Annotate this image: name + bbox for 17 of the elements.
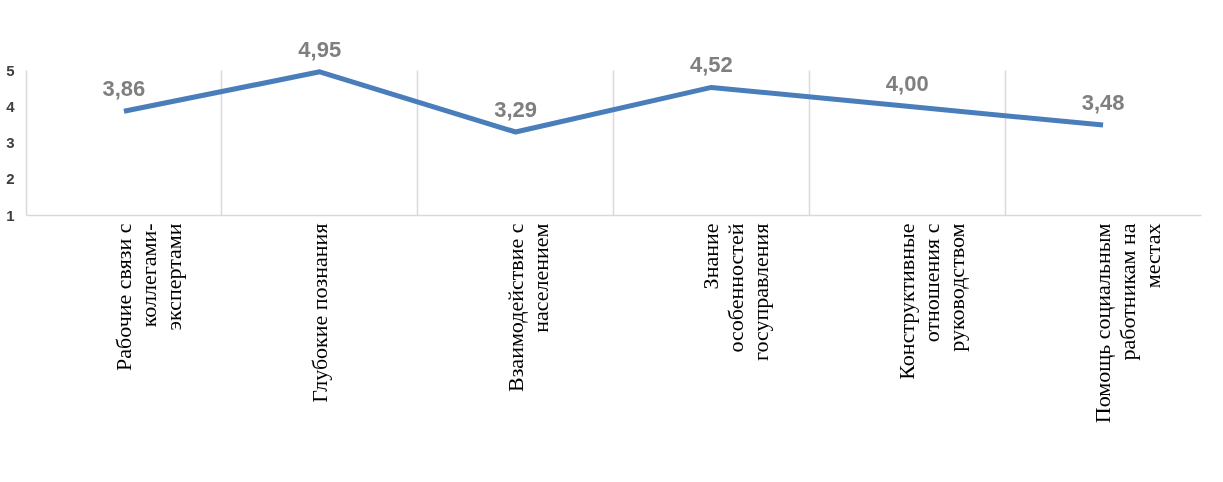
x-tick-label: Знание особенностей госуправления: [698, 223, 774, 362]
y-tick-label: 1: [6, 206, 15, 224]
text: 4,00: [885, 71, 929, 97]
x-tick-label: Конструктивные отношения с руководством: [894, 223, 970, 380]
x-tick-label: Рабочие связи с коллегами-экспертами: [110, 223, 186, 371]
x-tick-label: Помощь социальным работникам на местах: [1090, 223, 1166, 424]
text: 3,86: [102, 76, 146, 102]
x-tick-label: Взаимодействие с населением: [502, 223, 553, 392]
text: 4,52: [690, 52, 733, 78]
text: 3,48: [1081, 90, 1125, 116]
text: 4,95: [298, 36, 342, 62]
y-tick-label: 5: [6, 61, 15, 79]
y-tick-label: 3: [6, 134, 15, 151]
y-tick-label: 2: [6, 170, 15, 188]
text: 3,29: [494, 96, 537, 122]
x-tick-label: Глубокие познания: [306, 223, 332, 403]
y-tick-label: 4: [6, 97, 16, 115]
